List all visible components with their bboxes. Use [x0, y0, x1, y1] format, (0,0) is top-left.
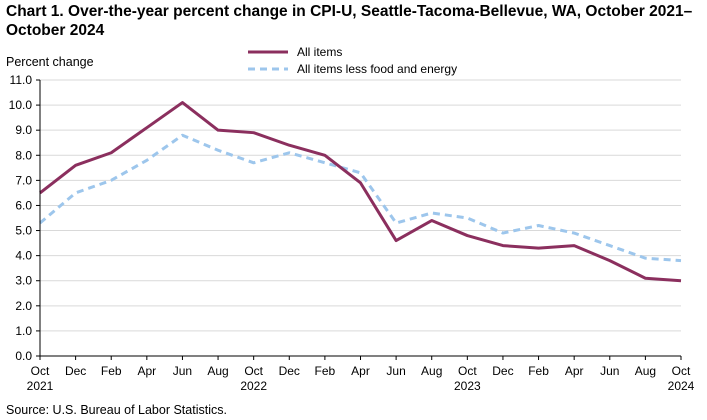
y-tick-label: 4.0	[15, 249, 32, 263]
series-line-all-items-less-food-energy	[39, 133, 682, 263]
x-tick-label: Dec	[492, 364, 513, 378]
x-tick-label: Feb	[315, 364, 336, 378]
data-point	[217, 129, 220, 132]
y-tick-label: 2.0	[15, 299, 32, 313]
x-tick-label: Oct	[244, 364, 263, 378]
x-tick-label: Aug	[635, 364, 656, 378]
chart-title: Chart 1. Over-the-year percent change in…	[6, 3, 693, 39]
x-tick-label: Apr	[137, 364, 156, 378]
data-point	[573, 244, 576, 247]
source-note: Source: U.S. Bureau of Labor Statistics.	[6, 403, 227, 417]
x-tick-label: Oct	[672, 364, 691, 378]
data-point	[501, 244, 504, 247]
y-tick-label: 3.0	[15, 274, 32, 288]
data-point	[430, 211, 433, 214]
y-tick-label: 7.0	[15, 173, 32, 187]
data-point	[288, 144, 291, 147]
y-tick-label: 0.0	[15, 349, 32, 363]
data-point	[252, 161, 255, 164]
data-point	[644, 277, 647, 280]
x-year-label: 2021	[27, 379, 54, 393]
data-point	[537, 247, 540, 250]
data-point	[74, 164, 77, 167]
x-tick-label: Feb	[101, 364, 122, 378]
data-point	[359, 171, 362, 174]
y-tick-label: 8.0	[15, 148, 32, 162]
x-year-label: 2023	[454, 379, 481, 393]
data-point	[395, 239, 398, 242]
x-tick-label: Apr	[351, 364, 370, 378]
data-point	[288, 151, 291, 154]
data-point	[430, 219, 433, 222]
data-point	[181, 101, 184, 104]
series-lines	[39, 101, 683, 283]
data-point	[110, 151, 113, 154]
x-year-label: 2024	[668, 379, 695, 393]
data-point	[466, 217, 469, 220]
data-point	[323, 161, 326, 164]
data-point	[145, 126, 148, 129]
legend-label: All items	[297, 45, 342, 59]
data-point	[252, 131, 255, 134]
y-tick-label: 1.0	[15, 324, 32, 338]
data-point	[74, 191, 77, 194]
y-tick-label: 11.0	[10, 73, 33, 87]
x-tick-label: Aug	[207, 364, 228, 378]
data-point	[680, 279, 683, 282]
data-point	[501, 232, 504, 235]
x-tick-label: Jun	[386, 364, 405, 378]
y-tick-label: 9.0	[15, 123, 32, 137]
legend: All items All items less food and energy	[248, 45, 457, 76]
legend-label: All items less food and energy	[297, 62, 457, 76]
data-point	[181, 134, 184, 137]
y-tick-label: 6.0	[15, 198, 32, 212]
data-point	[573, 232, 576, 235]
data-point	[395, 222, 398, 225]
data-point	[466, 234, 469, 237]
x-tick-label: Jun	[600, 364, 619, 378]
data-point	[217, 149, 220, 152]
y-axis-ticks: 0.0 1.0 2.0 3.0 4.0 5.0 6.0 7.0 8.0 9.0 10.0 11.0	[9, 73, 40, 363]
data-point	[608, 244, 611, 247]
x-tick-label: Feb	[528, 364, 549, 378]
data-point	[323, 154, 326, 157]
x-year-label: 2022	[240, 379, 267, 393]
data-point	[110, 179, 113, 182]
data-point	[359, 181, 362, 184]
series-line-all-items	[39, 101, 682, 283]
x-tick-label: Oct	[31, 364, 50, 378]
x-tick-label: Dec	[279, 364, 300, 378]
data-point	[680, 259, 683, 262]
x-tick-label: Jun	[173, 364, 192, 378]
data-point	[145, 159, 148, 162]
x-tick-label: Apr	[565, 364, 584, 378]
y-gridlines	[40, 79, 681, 332]
y-tick-label: 10.0	[9, 98, 33, 112]
data-point	[644, 257, 647, 260]
y-tick-label: 5.0	[15, 224, 32, 238]
data-point	[608, 259, 611, 262]
data-point	[537, 224, 540, 227]
x-tick-label: Dec	[65, 364, 86, 378]
x-tick-label: Aug	[421, 364, 442, 378]
x-tick-label: Oct	[458, 364, 477, 378]
y-axis-label: Percent change	[6, 55, 94, 69]
